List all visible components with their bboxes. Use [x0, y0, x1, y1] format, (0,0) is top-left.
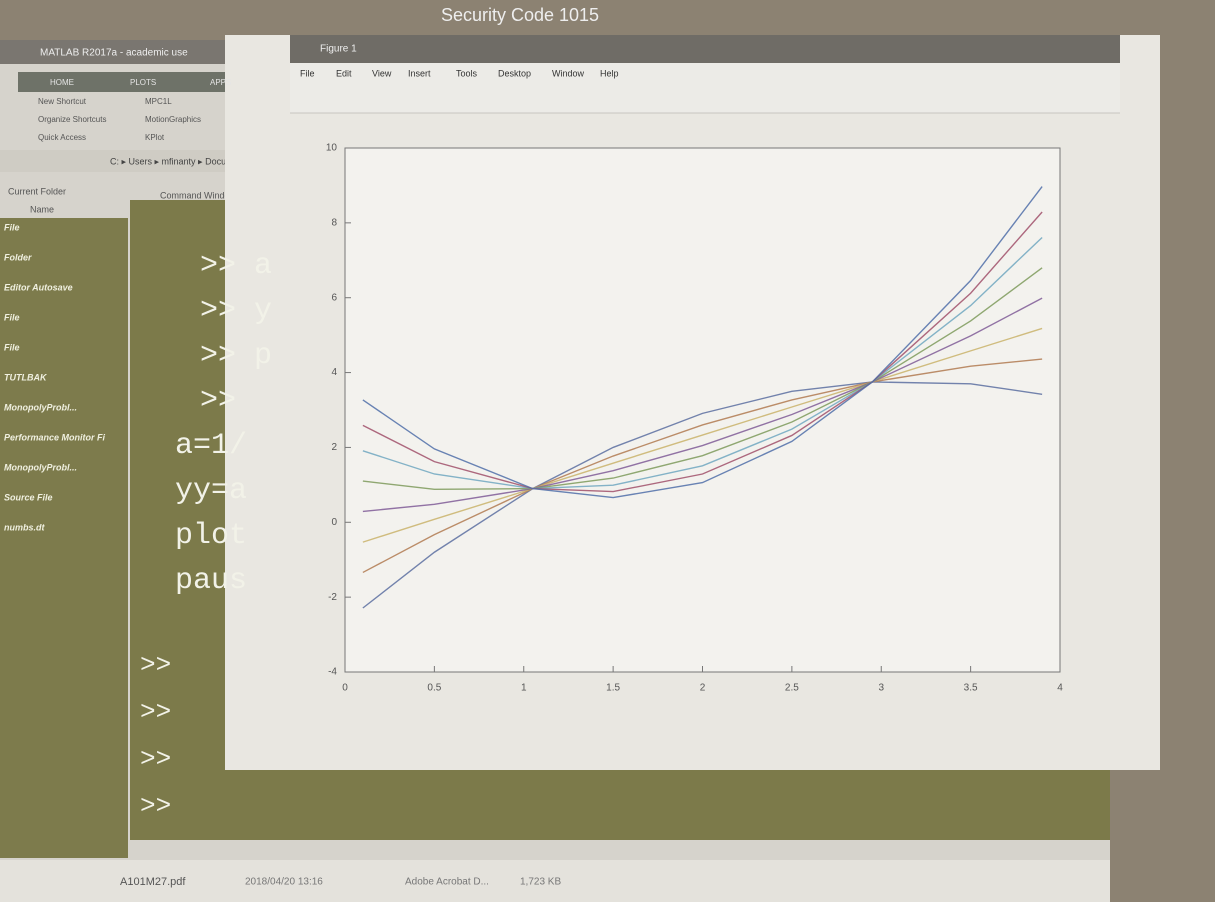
shortcut[interactable]: Organize Shortcuts [38, 115, 106, 124]
curve [362, 297, 1043, 513]
command-line: >> y [200, 294, 272, 328]
toolstrip-tab[interactable]: PLOTS [130, 78, 156, 87]
command-text: >> a >> y >> p >> a=1/yy=a plot paus >> >> >> >> [140, 249, 272, 821]
x-tick-label: 3 [878, 683, 884, 694]
prompt: >> [140, 744, 171, 774]
curve [362, 267, 1043, 491]
security-code: Security Code 1015 [441, 5, 599, 25]
file-entry[interactable]: Folder [4, 252, 32, 262]
menu-item[interactable]: Insert [408, 68, 431, 78]
command-window-label: Command Window [160, 190, 237, 200]
command-line: a=1/ [175, 429, 247, 463]
figure-titlebar [290, 35, 1120, 63]
y-tick-label: 8 [331, 217, 337, 228]
x-tick-label: 2 [700, 683, 706, 694]
curve [362, 327, 1043, 543]
figure-toolbar [290, 63, 1120, 113]
x-tick-label: 2.5 [785, 683, 799, 694]
command-line: paus [175, 564, 247, 598]
command-line: >> p [200, 339, 272, 373]
prompt: >> [140, 697, 171, 727]
axes-box [344, 147, 1061, 673]
menu-item[interactable]: Edit [336, 68, 352, 78]
name-column: Name [30, 204, 54, 214]
x-tick-label: 4 [1057, 683, 1063, 694]
command-line: plot [175, 519, 247, 553]
file-name: A101M27.pdf [120, 876, 186, 888]
file-entry[interactable]: File [4, 222, 20, 232]
current-folder-label: Current Folder [8, 186, 66, 196]
shortcut[interactable]: New Shortcut [38, 97, 87, 106]
curve [362, 381, 1043, 609]
figure-title: Figure 1 [320, 44, 357, 55]
matlab-title: MATLAB R2017a - academic use [40, 48, 188, 59]
y-tick-label: -4 [328, 667, 337, 678]
menu-item[interactable]: Window [552, 68, 585, 78]
left-panel: HOME PLOTS APPS New Shortcut Organize Shortc… [0, 78, 231, 858]
y-tick-label: 10 [326, 143, 338, 154]
app[interactable]: MotionGraphics [145, 115, 201, 124]
command-line: >> a [200, 249, 272, 283]
toolstrip-tabs [18, 72, 288, 92]
file-entry[interactable]: numbs.dt [4, 522, 45, 532]
path-bar [0, 150, 290, 172]
command-line: >> [200, 384, 236, 418]
y-tick-label: 2 [331, 442, 337, 453]
toolstrip-tab[interactable]: HOME [50, 78, 74, 87]
app[interactable]: MPC1L [145, 97, 172, 106]
file-entry[interactable]: File [4, 342, 20, 352]
y-tick-label: 0 [331, 517, 337, 528]
menu-item[interactable]: View [372, 68, 392, 78]
file-date: 2018/04/20 13:16 [245, 877, 323, 888]
file-size: 1,723 KB [520, 877, 561, 888]
x-tick-label: 3.5 [964, 683, 978, 694]
app[interactable]: KPlot [145, 133, 165, 142]
curve [362, 211, 1043, 493]
prompt: >> [140, 650, 171, 680]
file-entry[interactable]: Performance Monitor Fi [4, 432, 106, 442]
prompt: >> [140, 791, 171, 821]
shortcut[interactable]: Quick Access [38, 133, 86, 142]
menu-item[interactable]: Desktop [498, 68, 531, 78]
x-tick-label: 0.5 [427, 683, 441, 694]
file-entry[interactable]: Editor Autosave [4, 282, 73, 292]
figure-menu: File Edit View Insert Tools Desktop Window Help [300, 68, 619, 78]
file-entry[interactable]: TUTLBAK [4, 372, 48, 382]
toolstrip-tab[interactable]: APPS [210, 78, 231, 87]
file-entry[interactable]: MonopolyProbl... [4, 402, 77, 412]
x-tick-label: 1 [521, 683, 527, 694]
command-line: yy=a [175, 474, 247, 508]
file-list [0, 218, 128, 858]
y-tick-label: -2 [328, 592, 337, 603]
file-type: Adobe Acrobat D... [405, 877, 489, 888]
file-browser [0, 860, 1110, 902]
x-tick-label: 1.5 [606, 683, 620, 694]
y-tick-label: 6 [331, 292, 337, 303]
menu-item[interactable]: Help [600, 68, 619, 78]
plot: -4 -2 0 2 4 6 8 10 0 0.5 1 1.5 2 2.5 3 3.5 4 [326, 143, 1063, 694]
curve [362, 236, 1043, 490]
menu-item[interactable]: File [300, 68, 315, 78]
path: C: ▸ Users ▸ mfinanty ▸ Docu [110, 156, 226, 166]
file-entry[interactable]: Source File [4, 492, 53, 502]
curve [362, 358, 1043, 574]
y-tick-label: 4 [331, 367, 337, 378]
file-entry[interactable]: MonopolyProbl... [4, 462, 77, 472]
curve [362, 186, 1043, 499]
x-tick-label: 0 [342, 683, 348, 694]
file-entry[interactable]: File [4, 312, 20, 322]
menu-item[interactable]: Tools [456, 68, 478, 78]
